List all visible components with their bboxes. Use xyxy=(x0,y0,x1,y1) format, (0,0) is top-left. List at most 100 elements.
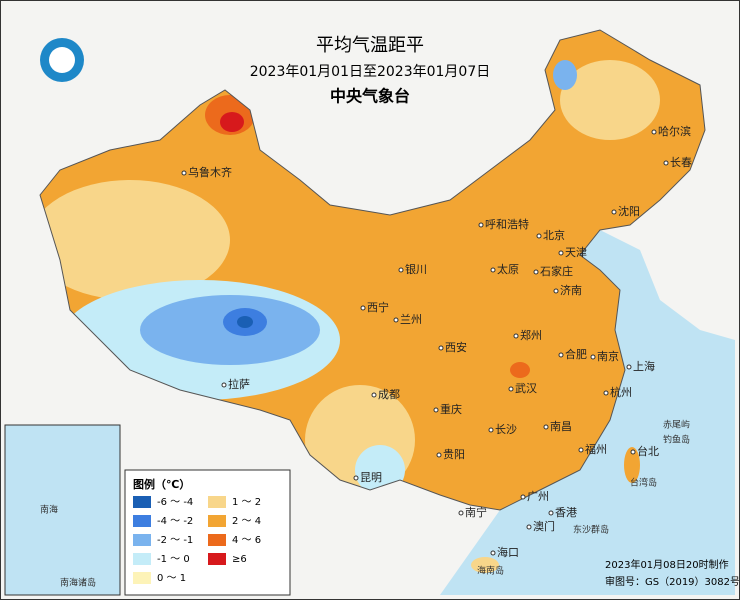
city-label: 成都 xyxy=(378,388,400,401)
legend-label: 0 ～ 1 xyxy=(157,573,186,584)
subtitle: 2023年01月01日至2023年01月07日 xyxy=(250,64,491,80)
city-dot xyxy=(590,354,596,360)
legend-swatch xyxy=(208,534,226,546)
city-label: 武汉 xyxy=(515,382,537,395)
title: 平均气温距平 xyxy=(316,35,424,56)
city-label: 沈阳 xyxy=(618,204,640,218)
agency: 中央气象台 xyxy=(330,87,410,106)
legend-swatch xyxy=(133,534,151,546)
legend-swatch xyxy=(208,496,226,508)
city-label: 银川 xyxy=(405,262,427,276)
city-dot xyxy=(603,390,609,396)
city-dot xyxy=(513,333,519,339)
city-dot xyxy=(221,382,227,388)
city-dot xyxy=(630,449,636,455)
city-dot xyxy=(360,305,366,311)
city-label: 哈尔滨 xyxy=(658,124,691,138)
legend-swatch xyxy=(133,515,151,527)
city-label: 天津 xyxy=(565,246,587,259)
city-label: 杭州 xyxy=(610,385,632,399)
city-dot xyxy=(611,209,617,215)
place-label: 赤尾屿 xyxy=(663,420,690,431)
footer-approval: 审图号：GS（2019）3082号 xyxy=(605,575,740,588)
city-dot xyxy=(508,386,514,392)
city-dot xyxy=(393,317,399,323)
legend-label: -2 ～ -1 xyxy=(157,535,193,546)
city-label: 重庆 xyxy=(440,402,462,416)
city-dot xyxy=(490,267,496,273)
city-dot xyxy=(520,494,526,500)
legend-swatch xyxy=(208,515,226,527)
hainan xyxy=(471,557,499,573)
city-dot xyxy=(533,269,539,275)
legend-label: ≥6 xyxy=(232,554,247,565)
legend-label: 1 ～ 2 xyxy=(232,497,261,508)
legend-label: -6 ～ -4 xyxy=(157,497,193,508)
city-label: 兰州 xyxy=(400,313,422,326)
city-dot xyxy=(526,524,532,530)
legend-swatch xyxy=(208,553,226,565)
city-label: 澳门 xyxy=(533,519,555,533)
city-dot xyxy=(458,510,464,516)
city-label: 郑州 xyxy=(520,328,542,342)
city-dot xyxy=(438,345,444,351)
city-dot xyxy=(488,427,494,433)
city-label: 济南 xyxy=(560,283,582,297)
footer-made: 2023年01月08日20时制作 xyxy=(605,558,729,571)
city-dot xyxy=(558,250,564,256)
city-label: 太原 xyxy=(497,263,519,276)
city-dot xyxy=(371,392,377,398)
city-label: 福州 xyxy=(585,442,607,456)
taiwan xyxy=(624,447,640,483)
city-dot xyxy=(578,447,584,453)
city-label: 呼和浩特 xyxy=(485,217,529,231)
city-dot xyxy=(553,288,559,294)
city-dot xyxy=(353,475,359,481)
place-label: 台湾岛 xyxy=(630,477,657,489)
legend-swatch xyxy=(133,572,151,584)
city-label: 合肥 xyxy=(565,347,587,361)
place-label: 钓鱼岛 xyxy=(663,434,690,446)
place-label: 南海诸岛 xyxy=(60,577,96,589)
city-label: 海口 xyxy=(497,545,519,559)
city-label: 贵阳 xyxy=(443,448,465,461)
city-dot xyxy=(181,170,187,176)
logo-inner xyxy=(49,47,75,73)
city-dot xyxy=(490,550,496,556)
city-label: 南昌 xyxy=(550,420,572,433)
city-dot xyxy=(663,160,669,166)
place-label: 南海 xyxy=(40,504,58,516)
legend-title: 图例（℃） xyxy=(133,477,190,491)
city-label: 南京 xyxy=(597,349,619,363)
place-label: 东沙群岛 xyxy=(573,524,609,536)
city-dot xyxy=(626,364,632,370)
city-label: 昆明 xyxy=(360,471,382,484)
city-dot xyxy=(433,407,439,413)
legend-label: 4 ～ 6 xyxy=(232,535,261,546)
legend-label: -1 ～ 0 xyxy=(157,554,190,565)
inset xyxy=(4,424,121,596)
city-dot xyxy=(548,510,554,516)
city-dot xyxy=(398,267,404,273)
legend-label: 2 ～ 4 xyxy=(232,516,261,527)
city-dot xyxy=(543,424,549,430)
city-label: 石家庄 xyxy=(540,264,573,278)
city-dot xyxy=(558,352,564,358)
legend-swatch xyxy=(133,496,151,508)
city-label: 乌鲁木齐 xyxy=(188,165,232,179)
city-label: 北京 xyxy=(543,228,565,242)
city-dot xyxy=(651,129,657,135)
city-label: 南宁 xyxy=(465,505,487,519)
city-label: 长沙 xyxy=(495,423,517,436)
legend-box xyxy=(124,469,291,596)
sea xyxy=(440,230,735,595)
place-label: 海南岛 xyxy=(477,565,504,577)
city-dot xyxy=(436,452,442,458)
city-label: 香港 xyxy=(555,506,577,519)
city-label: 上海 xyxy=(633,359,655,373)
city-label: 广州 xyxy=(527,490,549,503)
city-dot xyxy=(478,222,484,228)
city-label: 西宁 xyxy=(367,300,389,314)
legend-swatch xyxy=(133,553,151,565)
